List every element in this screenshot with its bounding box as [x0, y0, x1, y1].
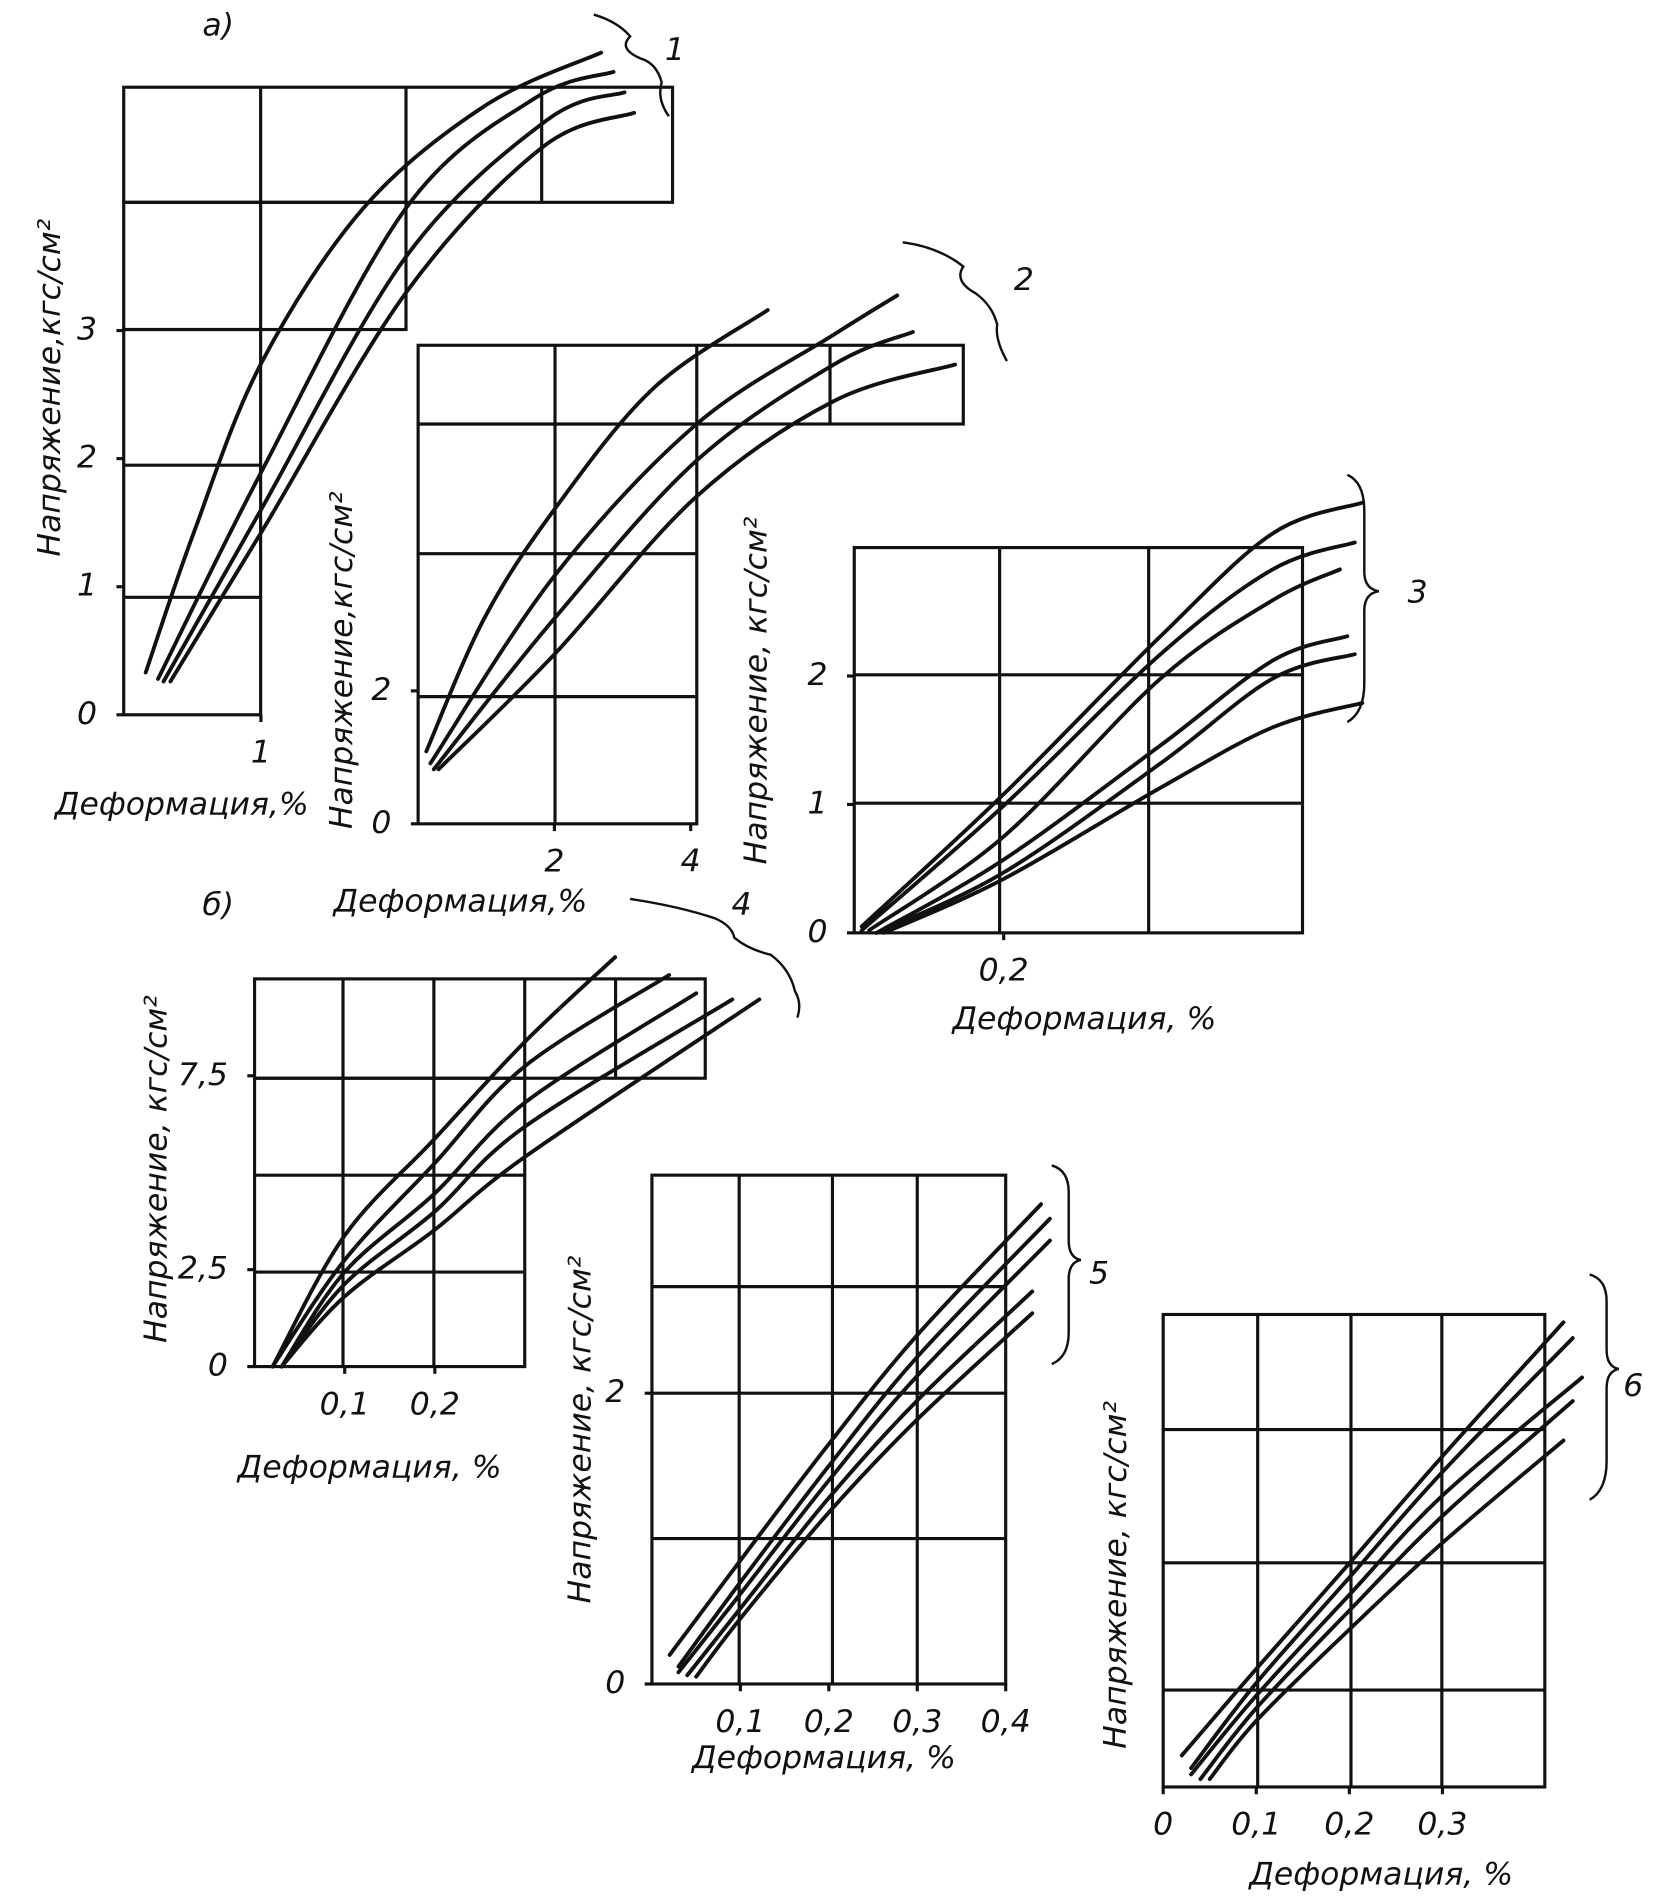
- stress-curve: [874, 652, 1357, 935]
- y-tick-label: 2: [371, 672, 391, 708]
- x-tick-label: 0,1: [1231, 1807, 1281, 1843]
- stress-curve: [424, 308, 770, 754]
- x-axis-label: Деформация, %: [1247, 1856, 1513, 1892]
- x-tick-label: 4: [681, 844, 701, 880]
- x-tick-label: 0,1: [320, 1386, 370, 1422]
- stress-curve: [431, 330, 915, 772]
- stress-curve: [685, 1289, 1035, 1678]
- y-tick-label: 1: [808, 785, 828, 821]
- stress-curve: [279, 997, 762, 1369]
- x-tick-label: 0,4: [981, 1704, 1031, 1740]
- stress-curve: [1207, 1438, 1566, 1782]
- group-bracket: [1588, 1273, 1620, 1501]
- stress-curve: [156, 69, 616, 681]
- stress-curve: [676, 1216, 1052, 1669]
- group-label: 4: [732, 887, 752, 923]
- group-bracket: [1051, 1164, 1082, 1366]
- x-tick-label: 2: [544, 844, 564, 880]
- chart-panel: 0 0,1 0,2 0,3 Напряжение, кгс/см² Деформация,…: [1098, 1273, 1643, 1892]
- stress-curve: [859, 500, 1365, 929]
- stress-curve: [882, 701, 1365, 935]
- group-label: 6: [1623, 1368, 1643, 1404]
- y-axis-label: Напряжение, кгс/см²: [563, 1255, 599, 1603]
- stress-curve: [428, 293, 900, 766]
- stress-curve: [161, 90, 627, 684]
- stress-curve: [1189, 1336, 1575, 1771]
- grid-frame: [252, 1076, 527, 1369]
- x-axis-label: Деформация, %: [236, 1449, 502, 1485]
- stress-curve: [279, 997, 735, 1369]
- group-bracket: [629, 897, 801, 1019]
- x-tick-label: 0,3: [892, 1704, 942, 1740]
- group-label: 1: [665, 32, 685, 68]
- group-label: 3: [1408, 575, 1428, 611]
- y-tick-label: 2: [605, 1374, 625, 1410]
- y-tick-label: 0: [77, 696, 97, 732]
- y-axis-label: Напряжение,кгс/см²: [32, 218, 68, 556]
- chart-panel: 0 2,5 7,5 0,1 0,2 Напряжение, кгс/см² Деформац…: [139, 887, 801, 1485]
- y-axis-label: Напряжение, кгс/см²: [1098, 1401, 1134, 1749]
- group-label: 5: [1089, 1255, 1109, 1291]
- stress-curve: [867, 567, 1342, 933]
- group-bracket: [1346, 473, 1380, 724]
- stress-curve: [694, 1311, 1035, 1679]
- y-tick-label: 3: [77, 312, 97, 348]
- stress-curve: [1179, 1320, 1566, 1758]
- grid-frame: [416, 422, 699, 826]
- chart-panel: 0 2 2 4 Напряжение,кгс/см² Деформация,% 2: [324, 241, 1034, 920]
- y-tick-label: 2: [77, 440, 97, 476]
- stress-curve: [143, 50, 604, 675]
- x-tick-label: 1: [251, 735, 271, 771]
- grid-frame: [852, 546, 1305, 935]
- stress-curve: [859, 540, 1357, 933]
- x-axis-label: Деформация, %: [950, 1001, 1216, 1037]
- chart-panel: 0 2 0,1 0,2 0,3 0,4 Напряжение, кгс/см² Деформа…: [563, 1164, 1109, 1776]
- group-bracket: [902, 241, 1008, 362]
- x-tick-label: 0: [1153, 1807, 1173, 1843]
- stress-curve: [279, 991, 699, 1369]
- stress-curve: [676, 1238, 1052, 1675]
- x-tick-label: 0,3: [1417, 1807, 1467, 1843]
- grid-frame: [1161, 1312, 1547, 1789]
- x-axis-label: Деформация,%: [53, 787, 309, 823]
- grid-frame: [122, 327, 263, 717]
- y-axis-label: Напряжение,кгс/см²: [324, 491, 360, 829]
- y-axis-label: Напряжение, кгс/см²: [139, 995, 175, 1343]
- panel-label: а): [202, 8, 234, 44]
- y-tick-label: 7,5: [178, 1057, 228, 1093]
- stress-curve: [1189, 1375, 1584, 1777]
- x-axis-label: Деформация, %: [690, 1740, 956, 1776]
- group-label: 2: [1014, 262, 1034, 298]
- stress-curve: [667, 1202, 1044, 1657]
- x-tick-label: 0,2: [1324, 1807, 1374, 1843]
- x-tick-label: 0,2: [804, 1704, 854, 1740]
- x-tick-label: 0,2: [410, 1386, 460, 1422]
- stress-curve: [168, 110, 637, 684]
- stress-curve: [270, 955, 618, 1369]
- stress-curve: [874, 634, 1350, 935]
- stress-curve: [270, 973, 672, 1369]
- y-tick-label: 2,5: [178, 1251, 228, 1287]
- y-axis-label: Напряжение, кгс/см²: [738, 516, 774, 864]
- x-tick-label: 0,1: [715, 1704, 765, 1740]
- x-axis-label: Деформация,%: [332, 884, 588, 920]
- y-tick-label: 0: [808, 914, 828, 950]
- y-tick-label: 0: [371, 805, 391, 841]
- group-bracket: [593, 13, 670, 118]
- grid-frame: [122, 200, 408, 332]
- x-tick-label: 0,2: [979, 953, 1029, 989]
- panel-label: б): [202, 887, 234, 923]
- y-tick-label: 2: [808, 657, 828, 693]
- y-tick-label: 0: [605, 1665, 625, 1701]
- chart-panel: 0 1 2 0,2 Напряжение, кгс/см² Деформация, % 3: [738, 473, 1428, 1037]
- stress-curve: [436, 362, 958, 772]
- y-tick-label: 0: [208, 1348, 228, 1384]
- y-tick-label: 1: [77, 568, 97, 604]
- stress-curve: [1198, 1399, 1575, 1782]
